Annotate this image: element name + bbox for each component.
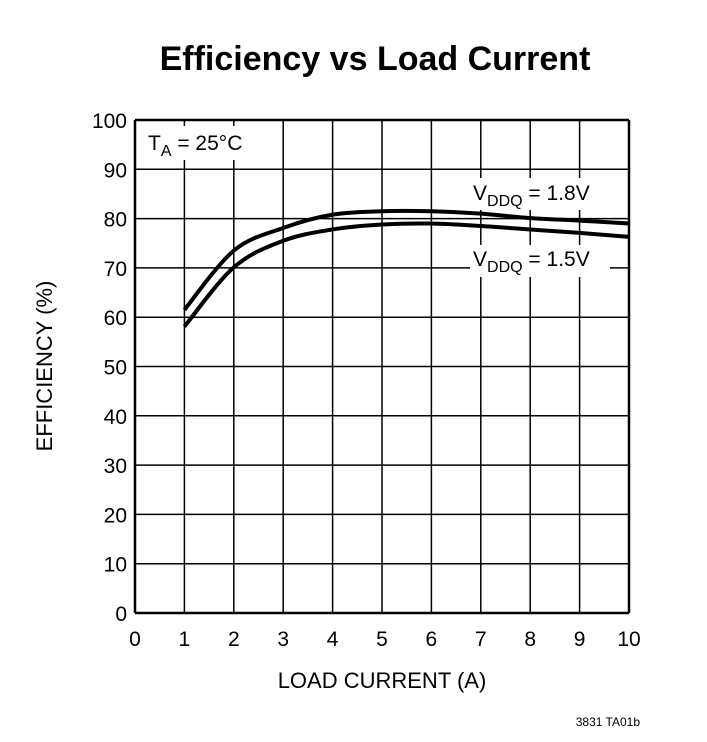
y-tick-label: 60 (104, 307, 127, 330)
x-tick-label: 3 (277, 628, 289, 651)
x-tick-label: 0 (129, 628, 141, 651)
y-tick-label: 20 (104, 504, 127, 527)
series-line-0 (182, 208, 630, 312)
y-tick-label: 80 (104, 209, 127, 232)
y-tick-label: 50 (104, 357, 127, 380)
x-tick-label: 1 (179, 628, 191, 651)
footnote: 3831 TA01b (576, 715, 641, 729)
x-tick-label: 10 (617, 628, 640, 651)
x-axis-label: LOAD CURRENT (A) (278, 668, 487, 693)
y-tick-label: 90 (104, 159, 127, 182)
y-tick-label: 70 (104, 258, 127, 281)
y-tick-label: 40 (104, 406, 127, 429)
x-tick-label: 4 (327, 628, 339, 651)
series-line-1 (182, 221, 630, 328)
series-label-1-8v: VDDQ = 1.8V (473, 182, 590, 210)
y-tick-label: 10 (104, 554, 127, 577)
x-tick-label: 8 (524, 628, 536, 651)
x-tick-label: 6 (426, 628, 438, 651)
series-label-bg (470, 178, 610, 210)
grid (133, 118, 631, 615)
y-tick-label: 30 (104, 455, 127, 478)
x-tick-label: 5 (376, 628, 388, 651)
x-tick-label: 9 (574, 628, 586, 651)
series-label-bg (470, 245, 610, 277)
chart-title: Efficiency vs Load Current (160, 40, 591, 78)
annotation-bg (142, 126, 260, 160)
y-tick-label: 100 (92, 110, 127, 133)
curves (182, 208, 630, 328)
y-axis-label: EFFICIENCY (%) (32, 281, 57, 452)
x-tick-label: 2 (228, 628, 240, 651)
series-label-1-5v: VDDQ = 1.5V (473, 248, 590, 276)
x-tick-label: 7 (475, 628, 487, 651)
y-tick-label: 0 (115, 603, 127, 626)
temperature-annotation: TA = 25°C (148, 132, 242, 160)
